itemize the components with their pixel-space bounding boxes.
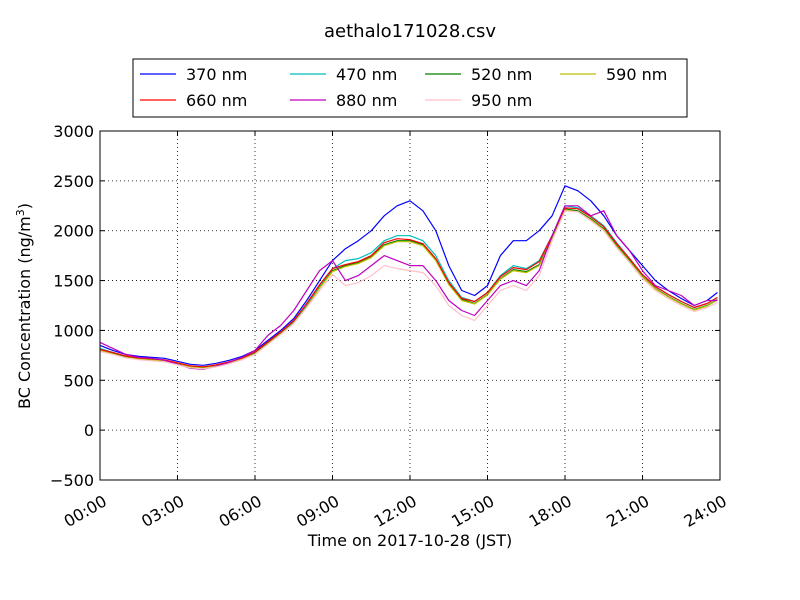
legend-label-880-nm: 880 nm [336,91,397,110]
legend-label-660-nm: 660 nm [186,91,247,110]
legend: 370 nm 470 nm 520 nm 590 nm 660 nm 880 nm 950 … [132,58,688,118]
series-layer [99,185,718,370]
legend-items: 370 nm 470 nm 520 nm 590 nm 660 nm 880 nm 950 … [140,65,667,110]
grid-lines [100,131,720,480]
legend-label-520-nm: 520 nm [471,65,532,84]
axis-ticks [99,130,721,481]
series-line-660-nm [99,207,718,368]
y-axis-label-base: BC Concentration (ng/m [15,216,34,409]
legend-label-590-nm: 590 nm [606,65,667,84]
y-tick-label: 2500 [53,172,94,191]
legend-label-470-nm: 470 nm [336,65,397,84]
y-tick-label: 2000 [53,222,94,241]
y-tick-label: 1500 [53,272,94,291]
y-tick-labels: −500 0 500 1000 1500 2000 2500 3000 [50,122,94,490]
y-tick-label: −500 [50,471,94,490]
y-tick-label: 0 [84,421,94,440]
x-axis-label: Time on 2017-10-28 (JST) [307,531,512,550]
chart-title: aethalo171028.csv [324,21,496,42]
y-tick-label: 1000 [53,321,94,340]
series-line-590-nm [99,209,718,369]
y-axis-label-end: ) [15,203,34,209]
legend-label-950-nm: 950 nm [471,91,532,110]
series-line-950-nm [99,210,718,370]
y-tick-label: 500 [63,371,94,390]
legend-box [132,58,688,118]
y-axis-label: BC Concentration (ng/m3) [14,203,34,409]
y-axis-label-superscript: 3 [14,209,27,216]
y-tick-label: 3000 [53,122,94,141]
legend-label-370-nm: 370 nm [186,65,247,84]
